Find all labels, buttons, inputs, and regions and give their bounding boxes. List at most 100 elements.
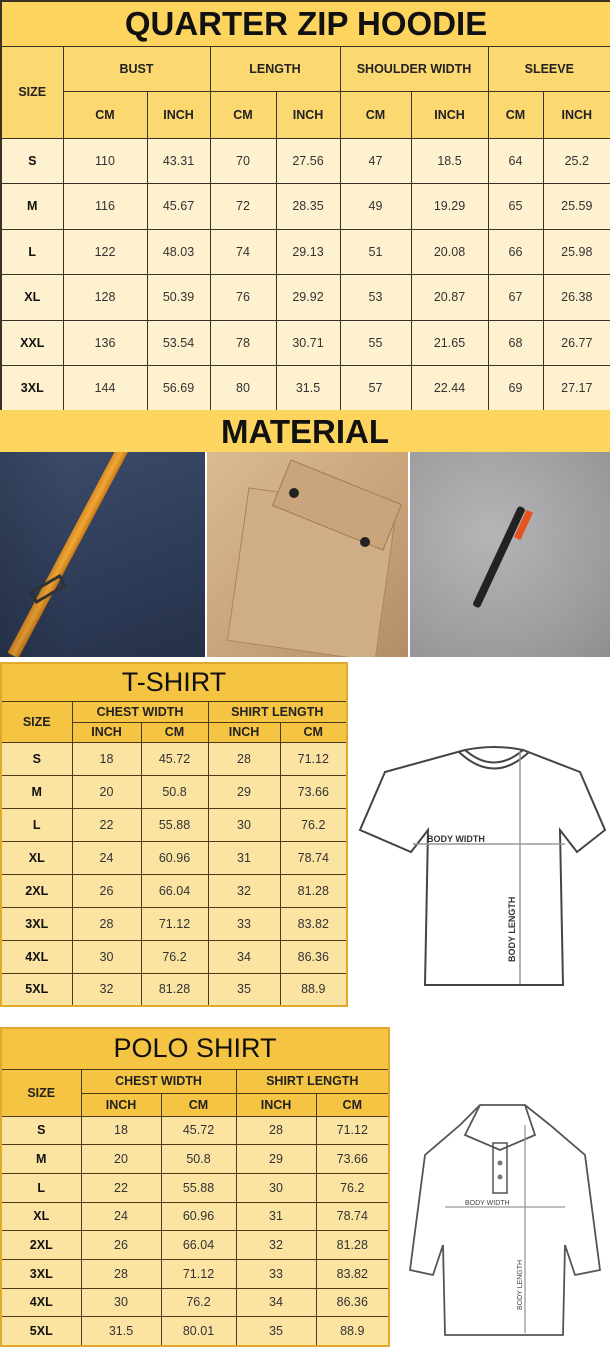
measurement-cell: 29 (235, 1144, 317, 1174)
unit-header: CM (62, 90, 148, 139)
measurement-cell: 24 (71, 840, 142, 875)
tan-fabric-photo (207, 452, 408, 657)
size-cell: 4XL (0, 939, 73, 974)
measurement-cell: 30.71 (275, 319, 341, 366)
unit-header: INCH (410, 90, 489, 139)
measurement-cell: 76.2 (315, 1172, 390, 1203)
measurement-cell: 48.03 (146, 228, 211, 275)
table-row: 4XL 30 76.2 34 86.36 (0, 939, 348, 974)
measurement-cell: 30 (235, 1172, 317, 1203)
measurement-cell: 34 (207, 939, 281, 974)
measurement-cell: 122 (62, 228, 148, 275)
measurement-cell: 45.72 (160, 1115, 237, 1146)
measurement-cell: 69 (487, 365, 544, 412)
size-cell: XL (0, 840, 73, 875)
size-cell: 5XL (0, 972, 73, 1007)
measurement-cell: 31 (207, 840, 281, 875)
measurement-cell: 76 (209, 274, 277, 321)
table-row: 4XL 30 76.2 34 86.36 (0, 1287, 390, 1318)
measurement-cell: 29.92 (275, 274, 341, 321)
hoodie-size-table: QUARTER ZIP HOODIE SIZE BUST LENGTH SHOULDER… (0, 0, 610, 412)
measurement-cell: 64 (487, 137, 544, 184)
size-cell: M (0, 183, 64, 230)
tshirt-diagram: BODY WIDTH BODY LENGTH (358, 746, 607, 986)
measurement-cell: 20.87 (410, 274, 489, 321)
measurement-cell: 86.36 (279, 939, 348, 974)
unit-header: CM (209, 90, 277, 139)
measurement-cell: 76.2 (279, 807, 348, 842)
table-row: S 18 45.72 28 71.12 (0, 1115, 390, 1146)
measurement-cell: 35 (235, 1316, 317, 1346)
size-cell: 3XL (0, 906, 73, 941)
measurement-cell: 28 (207, 741, 281, 776)
table-row: 3XL 144 56.69 80 31.5 57 22.44 69 27.17 (0, 365, 610, 412)
size-cell: 4XL (0, 1287, 82, 1318)
column-group-header: SLEEVE (487, 45, 610, 92)
measurement-cell: 67 (487, 274, 544, 321)
size-cell: M (0, 774, 73, 809)
measurement-cell: 88.9 (315, 1316, 390, 1346)
body-width-label: BODY WIDTH (465, 1200, 510, 1207)
table-row: XL 128 50.39 76 29.92 53 20.87 67 26.38 (0, 274, 610, 321)
measurement-cell: 56.69 (146, 365, 211, 412)
measurement-cell: 28 (71, 906, 142, 941)
unit-header: INCH (207, 721, 281, 743)
unit-header: CM (315, 1092, 390, 1117)
tshirt-size-table: T-SHIRT SIZE CHEST WIDTH SHIRT LENGTH INCH CM… (0, 662, 349, 1007)
unit-header: INCH (146, 90, 211, 139)
measurement-cell: 34 (235, 1287, 317, 1318)
measurement-cell: 32 (71, 972, 142, 1007)
measurement-cell: 30 (80, 1287, 162, 1318)
measurement-cell: 68 (487, 319, 544, 366)
measurement-cell: 66.04 (140, 873, 209, 908)
table-title: QUARTER ZIP HOODIE (0, 0, 610, 47)
measurement-cell: 88.9 (279, 972, 348, 1007)
unit-header: CM (339, 90, 412, 139)
table-row: XL 24 60.96 31 78.74 (0, 840, 348, 875)
measurement-cell: 53.54 (146, 319, 211, 366)
measurement-cell: 136 (62, 319, 148, 366)
measurement-cell: 83.82 (315, 1258, 390, 1289)
measurement-cell: 27.56 (275, 137, 341, 184)
measurement-cell: 57 (339, 365, 412, 412)
measurement-cell: 31.5 (80, 1316, 162, 1346)
measurement-cell: 51 (339, 228, 412, 275)
material-heading: MATERIAL (0, 410, 610, 452)
polo-diagram: BODY WIDTH BODY LENGTH (409, 1104, 602, 1336)
measurement-cell: 60.96 (160, 1201, 237, 1232)
size-cell: S (0, 1115, 82, 1146)
measurement-cell: 72 (209, 183, 277, 230)
size-header: SIZE (0, 1068, 82, 1117)
measurement-cell: 20 (80, 1144, 162, 1174)
unit-header: INCH (542, 90, 610, 139)
measurement-cell: 50.8 (160, 1144, 237, 1174)
measurement-cell: 45.67 (146, 183, 211, 230)
size-cell: 2XL (0, 1230, 82, 1260)
size-cell: 2XL (0, 873, 73, 908)
measurement-cell: 32 (235, 1230, 317, 1260)
size-cell: 3XL (0, 1258, 82, 1289)
unit-header: INCH (71, 721, 142, 743)
measurement-cell: 29 (207, 774, 281, 809)
snap-button (289, 488, 299, 498)
measurement-cell: 81.28 (140, 972, 209, 1007)
table-row: XXL 136 53.54 78 30.71 55 21.65 68 26.77 (0, 319, 610, 366)
table-row: 5XL 31.5 80.01 35 88.9 (0, 1316, 390, 1346)
table-row: 3XL 28 71.12 33 83.82 (0, 1258, 390, 1289)
measurement-cell: 50.8 (140, 774, 209, 809)
measurement-cell: 60.96 (140, 840, 209, 875)
measurement-cell: 26 (71, 873, 142, 908)
size-cell: L (0, 1172, 82, 1203)
measurement-cell: 43.31 (146, 137, 211, 184)
unit-header: CM (487, 90, 544, 139)
measurement-cell: 31 (235, 1201, 317, 1232)
measurement-cell: 25.2 (542, 137, 610, 184)
table-row: M 20 50.8 29 73.66 (0, 1144, 390, 1174)
size-cell: S (0, 741, 73, 776)
size-header: SIZE (0, 45, 64, 139)
unit-header: INCH (275, 90, 341, 139)
measurement-cell: 25.98 (542, 228, 610, 275)
size-cell: M (0, 1144, 82, 1174)
size-cell: L (0, 228, 64, 275)
table-row: CM INCH CM INCH CM INCH CM INCH (1, 90, 610, 139)
